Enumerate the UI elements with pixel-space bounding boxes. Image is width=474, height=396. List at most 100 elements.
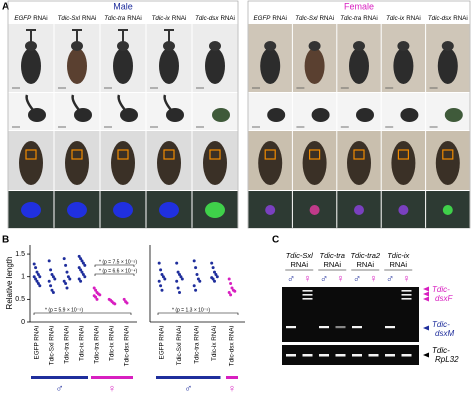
head-close-up bbox=[444, 108, 463, 122]
data-point bbox=[77, 277, 81, 281]
data-point bbox=[192, 259, 196, 263]
panel-label: B bbox=[2, 235, 9, 246]
column-suffix: RNAi bbox=[323, 260, 341, 269]
data-point bbox=[35, 279, 39, 283]
label-suffix: RNAi bbox=[320, 15, 334, 22]
data-point bbox=[47, 259, 51, 263]
significance-label: * (p = 6.6 × 10⁻⁴) bbox=[99, 268, 137, 274]
data-point bbox=[157, 261, 161, 265]
data-point bbox=[34, 277, 38, 281]
lane-sex: ♂ bbox=[386, 273, 394, 285]
region-box bbox=[25, 149, 37, 160]
column-label: Tdic-Sxl RNAi bbox=[295, 15, 334, 22]
head-close-up bbox=[120, 108, 138, 122]
data-point bbox=[81, 261, 85, 265]
significance-label: * (p = 5.9 × 10⁻⁵) bbox=[45, 307, 83, 313]
data-point bbox=[178, 272, 181, 276]
lane-sex: ♀ bbox=[303, 273, 311, 285]
data-point bbox=[176, 270, 180, 274]
column-gene: Tdic-ix bbox=[387, 251, 409, 260]
horn bbox=[118, 29, 128, 43]
beetle-body bbox=[437, 48, 458, 84]
gel-band bbox=[401, 354, 412, 357]
data-point bbox=[176, 286, 180, 290]
data-point bbox=[35, 270, 39, 274]
horn-close-up bbox=[25, 94, 34, 111]
label-suffix: RNAi bbox=[453, 15, 467, 22]
label-suffix: RNAi bbox=[363, 15, 377, 22]
data-point bbox=[80, 270, 84, 274]
data-point bbox=[50, 272, 54, 276]
group-bar bbox=[91, 376, 133, 379]
significance-label: * (p = 1.3 × 10⁻⁵) bbox=[172, 307, 210, 313]
category-label: Tdic-ix RNAi bbox=[79, 326, 86, 361]
beetle-body bbox=[157, 141, 181, 185]
data-point bbox=[65, 270, 69, 274]
data-point bbox=[227, 277, 231, 281]
category-label: Tdic-tra RNAi bbox=[64, 326, 71, 364]
beetle-body bbox=[19, 141, 43, 185]
gel-band bbox=[335, 326, 346, 329]
data-point bbox=[51, 275, 55, 279]
beetle-head bbox=[441, 41, 454, 51]
sex-title: Male bbox=[113, 1, 133, 11]
horn bbox=[72, 29, 82, 43]
data-point bbox=[80, 259, 84, 263]
data-point bbox=[38, 275, 42, 279]
stained-tissue bbox=[159, 202, 179, 218]
marker-arrow bbox=[423, 352, 429, 358]
marker-label: Tdic- bbox=[432, 285, 450, 294]
data-point bbox=[194, 288, 198, 292]
gel-band bbox=[385, 354, 395, 357]
lane-sex: ♂ bbox=[353, 273, 361, 285]
gel-band bbox=[335, 354, 346, 357]
marker-arrow bbox=[423, 296, 429, 302]
beetle-head bbox=[71, 41, 83, 51]
gel-band bbox=[302, 298, 313, 300]
head-close-up bbox=[74, 108, 92, 122]
head-close-up bbox=[212, 108, 230, 122]
gel-band bbox=[319, 354, 329, 357]
data-point bbox=[49, 268, 53, 272]
data-point bbox=[160, 288, 164, 292]
label-suffix: RNAi bbox=[272, 15, 286, 22]
stained-tissue bbox=[205, 202, 225, 218]
gene-name: Tdic-ix bbox=[152, 15, 171, 22]
data-point bbox=[65, 286, 69, 290]
lane-sex: ♀ bbox=[336, 273, 344, 285]
gel-band bbox=[352, 354, 362, 357]
column-label: Tdic-ix RNAi bbox=[152, 15, 187, 22]
sex-title: Female bbox=[344, 1, 374, 11]
column-suffix: RNAi bbox=[356, 260, 374, 269]
gel-band bbox=[385, 326, 395, 329]
y-tick-label: 1 bbox=[21, 274, 25, 281]
data-point bbox=[159, 268, 163, 272]
head-close-up bbox=[166, 108, 184, 122]
data-point bbox=[51, 291, 55, 295]
beetle-body bbox=[67, 48, 87, 84]
label-suffix: RNAi bbox=[127, 15, 141, 22]
data-point bbox=[194, 266, 198, 270]
panel-label: A bbox=[2, 2, 9, 13]
significance-label: * (p = 7.5 × 10⁻⁵) bbox=[99, 259, 137, 265]
data-point bbox=[163, 277, 167, 281]
beetle-body bbox=[113, 48, 133, 84]
data-point bbox=[94, 288, 98, 292]
label-suffix: RNAi bbox=[82, 15, 96, 22]
gel-band bbox=[302, 290, 313, 292]
lane-sex: ♂ bbox=[320, 273, 328, 285]
gel-band bbox=[302, 294, 313, 296]
data-point bbox=[38, 284, 42, 288]
data-point bbox=[64, 282, 68, 285]
y-tick-label: 0.5 bbox=[15, 296, 25, 303]
marker-label: dsxM bbox=[435, 329, 454, 338]
group-bar bbox=[31, 376, 88, 379]
panel-label: C bbox=[272, 235, 279, 246]
data-point bbox=[230, 286, 234, 290]
data-point bbox=[36, 272, 40, 276]
gel-band bbox=[368, 354, 379, 357]
region-box bbox=[209, 149, 221, 160]
data-point bbox=[157, 279, 161, 283]
beetle-body bbox=[302, 141, 327, 185]
